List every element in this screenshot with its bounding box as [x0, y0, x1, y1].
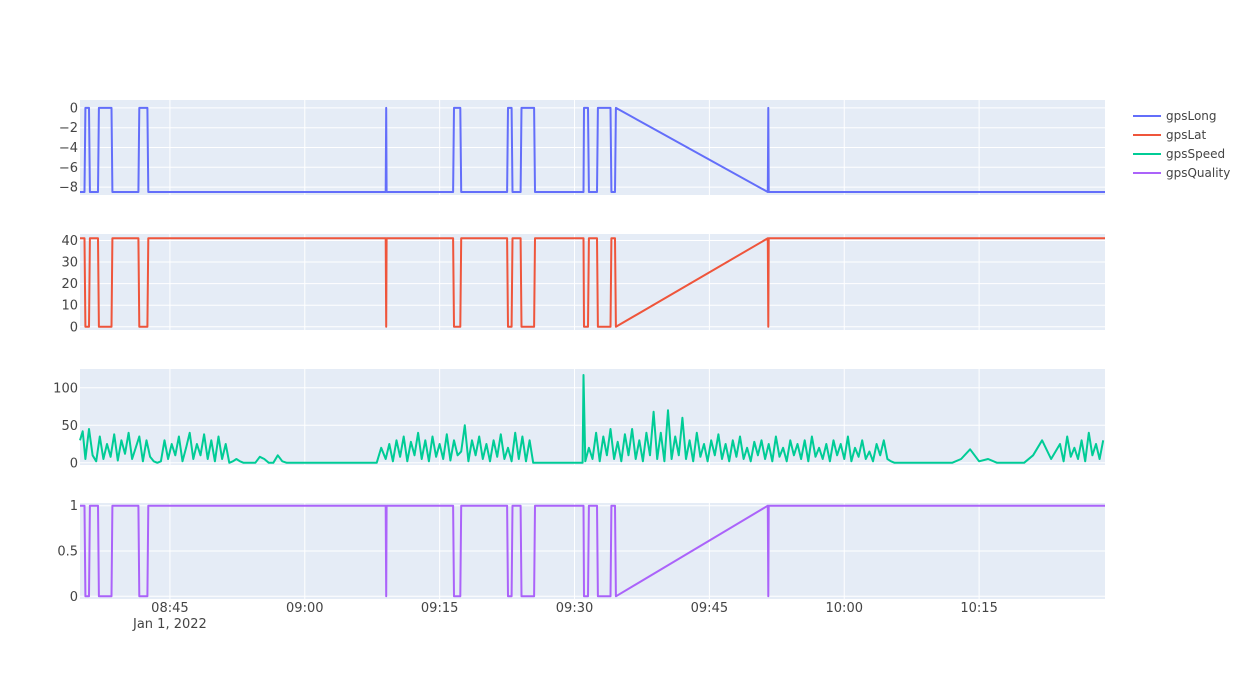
legend-item-gpsQuality[interactable]: gpsQuality [1133, 166, 1230, 180]
legend-item-gpsLong[interactable]: gpsLong [1133, 109, 1217, 123]
x-tick-label: 09:30 [556, 601, 593, 616]
y-tick-label: 40 [61, 234, 78, 249]
y-tick-label: 20 [61, 277, 78, 292]
series-line-gpsSpeed [79, 374, 1105, 464]
legend-label: gpsLat [1166, 128, 1207, 142]
subplot-gpsSpeed: 0 50 100 [53, 369, 1105, 471]
series-line-gpsQuality [80, 504, 1105, 598]
y-tick-label: 100 [53, 381, 78, 396]
y-tick-label: 0 [70, 101, 78, 116]
x-tick-label: 08:45 [151, 601, 188, 616]
legend-label: gpsQuality [1166, 166, 1230, 180]
x-axis: 08:45 09:00 09:15 09:30 09:45 10:00 10:15 Jan 1… [132, 601, 998, 632]
plot-background [80, 234, 1105, 330]
y-tick-label: 0 [70, 456, 78, 471]
y-tick-label: −4 [59, 141, 78, 156]
y-tick-label: −2 [59, 121, 78, 136]
legend[interactable]: gpsLong gpsLat gpsSpeed gpsQuality [1133, 109, 1230, 180]
x-tick-label: 09:15 [421, 601, 458, 616]
y-tick-label: −8 [59, 181, 78, 196]
x-tick-label: 09:45 [691, 601, 728, 616]
y-tick-label: 0 [70, 320, 78, 335]
x-date-label: Jan 1, 2022 [132, 617, 207, 632]
y-tick-label: 0.5 [57, 545, 78, 560]
legend-label: gpsSpeed [1166, 147, 1225, 161]
subplot-gpsLat: 0 10 20 30 40 [61, 234, 1105, 335]
x-tick-label: 09:00 [286, 601, 323, 616]
y-tick-label: −6 [59, 161, 78, 176]
y-tick-label: 10 [61, 299, 78, 314]
y-tick-label: 50 [61, 419, 78, 434]
x-tick-label: 10:15 [960, 601, 997, 616]
y-tick-label: 1 [70, 499, 78, 514]
plot-background [80, 369, 1105, 465]
x-tick-label: 10:00 [826, 601, 863, 616]
subplot-gpsLong: 0 −2 −4 −6 −8 [59, 100, 1105, 196]
legend-item-gpsSpeed[interactable]: gpsSpeed [1133, 147, 1225, 161]
y-tick-label: 30 [61, 256, 78, 271]
y-tick-label: 0 [70, 590, 78, 605]
legend-item-gpsLat[interactable]: gpsLat [1133, 128, 1207, 142]
legend-label: gpsLong [1166, 109, 1217, 123]
series-line-gpsLat [80, 237, 1105, 328]
subplot-gpsQuality: 00.51 [57, 499, 1105, 605]
series-line-gpsLong [80, 106, 1105, 193]
